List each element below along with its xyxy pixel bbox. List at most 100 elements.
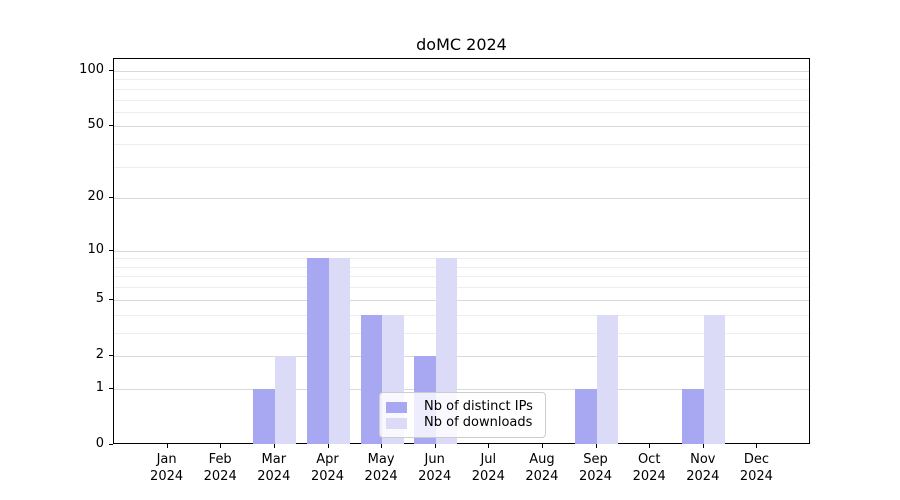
- x-tick-mark: [381, 444, 383, 448]
- x-tick-label: Jan 2024: [139, 451, 195, 485]
- x-tick-label: Oct 2024: [621, 451, 677, 485]
- x-tick-label: Aug 2024: [514, 451, 570, 485]
- gridline-minor: [114, 314, 809, 316]
- gridline-minor: [114, 99, 809, 101]
- x-tick-year: 2024: [364, 469, 398, 484]
- bar-downloads-mar: [274, 356, 297, 444]
- x-tick-mark: [166, 444, 168, 448]
- gridline-major: [114, 299, 809, 301]
- gridline-major: [114, 198, 809, 200]
- x-tick-label: Sep 2024: [568, 451, 624, 485]
- gridline-minor: [114, 144, 809, 145]
- legend-swatch-distinct-ips: [386, 401, 407, 413]
- gridline-minor: [114, 111, 809, 113]
- x-tick-month: Sep: [583, 452, 608, 467]
- x-tick-label: Apr 2024: [300, 451, 356, 485]
- x-tick-month: Feb: [208, 452, 232, 467]
- bar-downloads-sep: [596, 314, 618, 444]
- y-tick-label: 1: [95, 379, 104, 395]
- x-tick-year: 2024: [418, 469, 452, 484]
- x-tick-month: Apr: [316, 452, 339, 467]
- gridline-minor: [114, 266, 809, 268]
- gridline-major: [114, 126, 809, 128]
- gridline-minor: [114, 276, 809, 278]
- x-tick-label: Mar 2024: [246, 451, 302, 485]
- bar-distinct-ips-apr: [307, 258, 329, 444]
- x-tick-year: 2024: [471, 469, 505, 484]
- gridline-major: [114, 250, 809, 252]
- gridline-minor: [114, 332, 809, 334]
- x-tick-mark: [541, 444, 543, 448]
- x-tick-mark: [756, 444, 758, 448]
- x-tick-year: 2024: [203, 469, 237, 484]
- plot-area: [113, 58, 810, 444]
- y-tick-label: 5: [95, 290, 104, 306]
- legend-swatch-downloads: [386, 417, 407, 429]
- x-tick-mark: [220, 444, 222, 448]
- gridline-minor: [114, 88, 809, 90]
- y-tick-label: 0: [95, 436, 104, 451]
- y-tick-label: 10: [87, 241, 104, 257]
- legend-label-distinct-ips: Nb of distinct IPs: [424, 399, 533, 414]
- legend-entry-distinct-ips: Nb of distinct IPs: [386, 399, 537, 415]
- x-tick-mark: [595, 444, 597, 448]
- y-tick-label: 2: [95, 347, 104, 362]
- bar-distinct-ips-may: [360, 314, 383, 444]
- bar-downloads-nov: [703, 314, 726, 444]
- x-tick-year: 2024: [686, 469, 720, 484]
- x-tick-month: Aug: [529, 452, 555, 467]
- x-tick-year: 2024: [257, 469, 291, 484]
- x-tick-year: 2024: [632, 469, 666, 484]
- legend-label-downloads: Nb of downloads: [424, 415, 533, 430]
- gridline-minor: [114, 258, 809, 260]
- x-tick-month: Jul: [480, 452, 497, 467]
- y-tick-label: 100: [79, 61, 104, 77]
- x-tick-year: 2024: [525, 469, 559, 484]
- x-tick-month: Mar: [261, 452, 287, 467]
- x-tick-label: Dec 2024: [728, 451, 784, 485]
- x-tick-month: Jun: [424, 452, 445, 467]
- bar-distinct-ips-sep: [575, 388, 597, 444]
- x-tick-mark: [649, 444, 651, 448]
- x-tick-label: Jun 2024: [407, 451, 463, 485]
- x-tick-label: Jul 2024: [460, 451, 516, 485]
- y-tick-mark: [109, 249, 113, 251]
- chart-title: doMC 2024: [416, 35, 507, 54]
- x-tick-month: Jan: [156, 452, 177, 467]
- x-tick-year: 2024: [739, 469, 773, 484]
- x-tick-year: 2024: [578, 469, 613, 484]
- x-tick-month: Dec: [743, 452, 769, 467]
- x-tick-month: May: [367, 452, 395, 467]
- x-tick-mark: [488, 444, 490, 448]
- x-tick-year: 2024: [150, 469, 184, 484]
- bar-distinct-ips-nov: [682, 388, 704, 444]
- x-tick-month: Nov: [690, 452, 716, 467]
- bar-distinct-ips-mar: [253, 388, 275, 444]
- gridline-major: [114, 388, 809, 390]
- y-tick-mark: [109, 387, 113, 389]
- x-tick-mark: [327, 444, 329, 448]
- y-tick-mark: [109, 69, 113, 71]
- x-tick-label: Feb 2024: [192, 451, 248, 485]
- x-tick-label: Nov 2024: [675, 451, 731, 485]
- x-tick-mark: [273, 444, 275, 448]
- x-tick-month: Oct: [637, 452, 661, 467]
- y-tick-mark: [109, 298, 113, 300]
- legend-entry-downloads: Nb of downloads: [386, 415, 537, 431]
- x-tick-label: May 2024: [353, 451, 409, 485]
- y-tick-mark: [109, 444, 113, 445]
- gridline-minor: [114, 79, 809, 81]
- y-tick-label: 50: [87, 117, 104, 133]
- x-tick-mark: [434, 444, 436, 448]
- x-tick-year: 2024: [310, 469, 345, 484]
- gridline-minor: [114, 287, 809, 289]
- gridline-major: [114, 70, 809, 72]
- y-tick-label: 20: [87, 189, 104, 205]
- x-tick-mark: [702, 444, 704, 448]
- gridline-major: [114, 356, 809, 357]
- y-tick-mark: [109, 125, 113, 127]
- y-tick-mark: [109, 355, 113, 356]
- legend: Nb of distinct IPs Nb of downloads: [379, 392, 546, 438]
- bar-downloads-apr: [328, 258, 350, 444]
